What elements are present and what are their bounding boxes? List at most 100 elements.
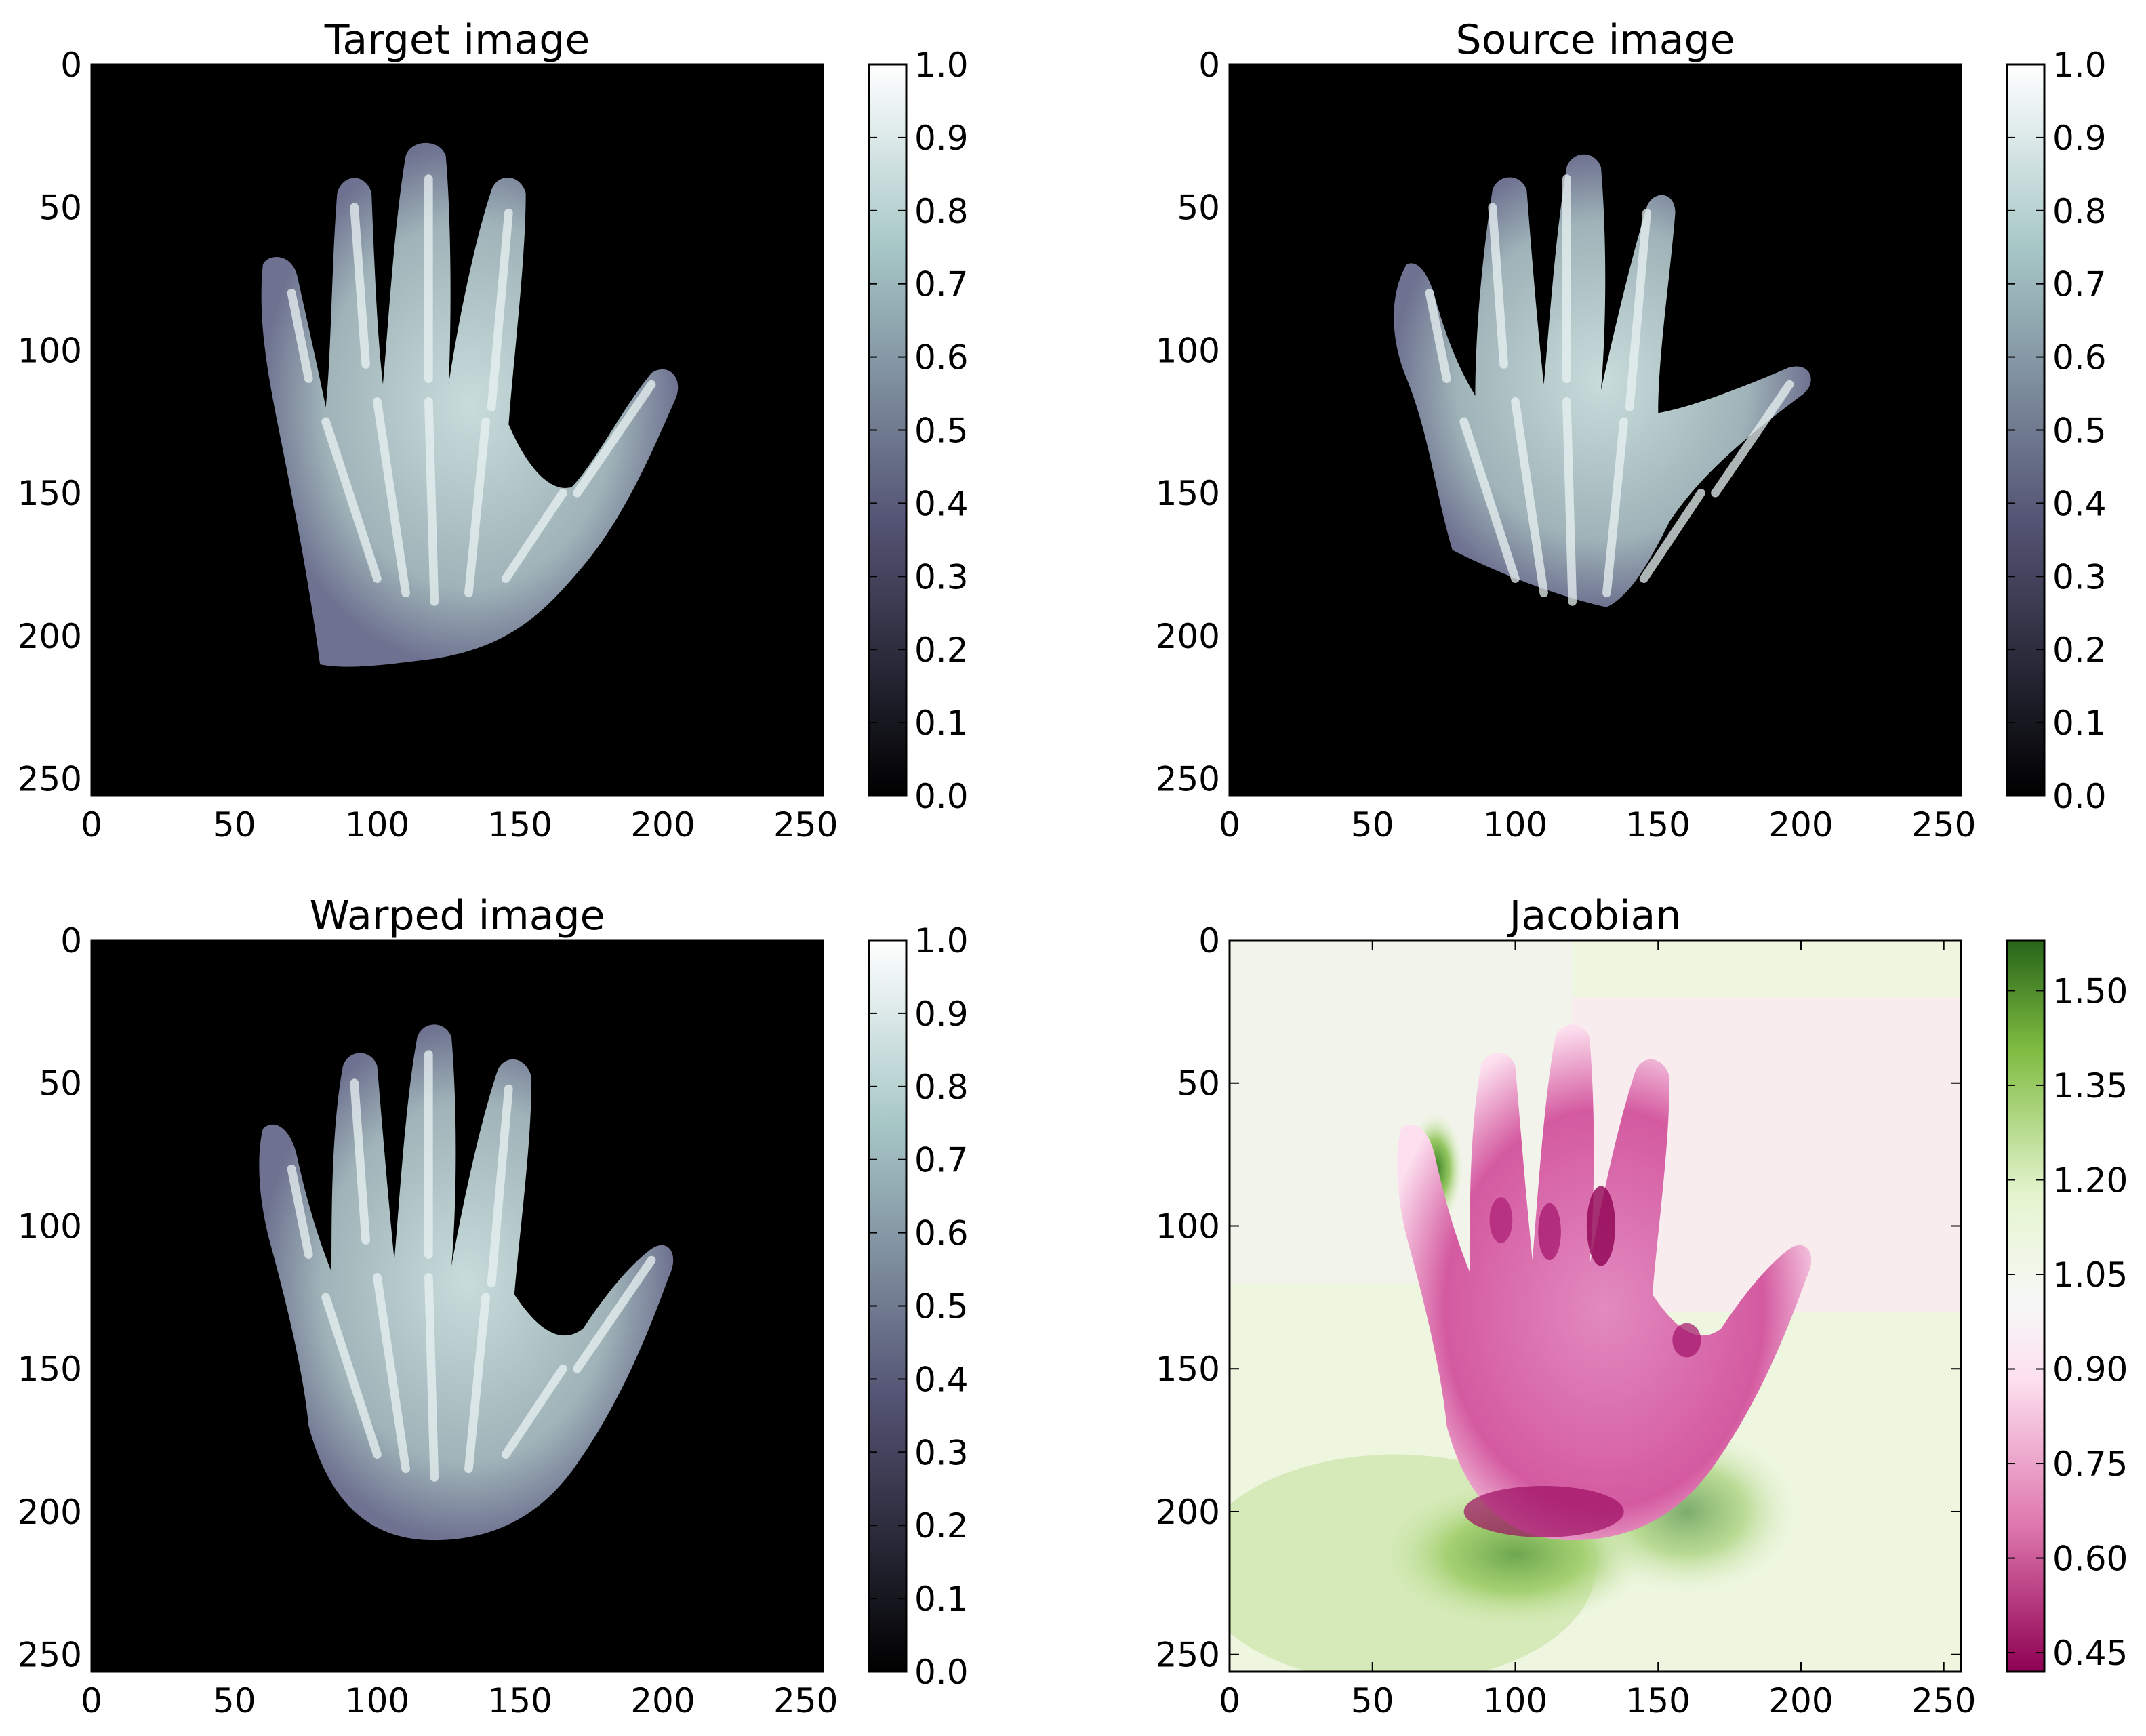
colorbar-tick-label: 0.9 — [914, 119, 969, 158]
y-tick-label: 0 — [1198, 921, 1220, 961]
axes-frame — [90, 939, 824, 1673]
panel-title: Source image — [1455, 16, 1735, 64]
colorbar-tick-label: 0.2 — [914, 630, 969, 670]
x-tick-label: 250 — [1911, 805, 1976, 845]
y-tick-label: 250 — [18, 1636, 82, 1675]
x-tick-label: 100 — [1483, 1681, 1547, 1720]
y-tick-label: 0 — [60, 921, 82, 961]
colorbar-tick-label: 0.75 — [2052, 1445, 2128, 1484]
y-tick-label: 100 — [18, 1207, 82, 1246]
y-tick-label: 50 — [39, 1064, 82, 1104]
colorbar-tick-label: 0.6 — [2052, 338, 2107, 378]
y-tick-label: 150 — [1156, 1350, 1220, 1389]
panel-title: Warped image — [310, 892, 605, 940]
x-tick-label: 200 — [1768, 805, 1833, 845]
colorbar-tick-label: 0.0 — [914, 777, 969, 816]
y-tick-label: 250 — [1156, 1636, 1220, 1675]
colorbar-tick-label: 0.0 — [2052, 777, 2107, 816]
x-tick-label: 200 — [1768, 1681, 1833, 1720]
panel-4: Jacobian 0 50 100 150 200 250 0 50 100 150 200 250 0.… — [1156, 892, 2128, 1720]
colorbar-tick-label: 0.3 — [914, 1433, 969, 1472]
colorbar-tick-label: 0.60 — [2052, 1539, 2128, 1579]
colorbar-tick-label: 0.9 — [2052, 119, 2107, 158]
colorbar-tick-label: 1.0 — [914, 921, 969, 961]
axes-frame — [1228, 939, 1962, 1673]
y-tick-label: 100 — [18, 331, 82, 370]
heatmap-image — [1230, 64, 1961, 796]
x-tick-label: 0 — [1219, 805, 1240, 845]
colorbar-tick-label: 1.20 — [2052, 1160, 2128, 1200]
x-tick-label: 0 — [1219, 1681, 1240, 1720]
colorbar-tick-label: 0.9 — [914, 994, 969, 1034]
y-tick-label: 250 — [1156, 760, 1220, 799]
x-tick-label: 100 — [345, 1681, 409, 1720]
colorbar-tick-label: 0.7 — [914, 265, 969, 304]
panel-title: Target image — [324, 16, 590, 64]
colorbar-tick-label: 0.1 — [914, 1579, 969, 1619]
y-tick-label: 200 — [1156, 1493, 1220, 1532]
x-tick-label: 50 — [213, 805, 256, 845]
x-tick-label: 200 — [630, 805, 695, 845]
colorbar-tick-label: 0.45 — [2052, 1634, 2128, 1673]
x-tick-label: 200 — [630, 1681, 695, 1720]
heatmap-image — [92, 940, 823, 1672]
x-tick-label: 50 — [213, 1681, 256, 1720]
colorbar-tick-label: 0.5 — [2052, 411, 2107, 451]
colorbar-tick-label: 0.3 — [2052, 557, 2107, 597]
colorbar-tick-label: 1.50 — [2052, 971, 2128, 1011]
colorbar-tick-label: 0.1 — [2052, 704, 2107, 743]
colorbar-tick-label: 1.0 — [914, 45, 969, 85]
colorbar-tick-label: 0.6 — [914, 338, 969, 378]
x-tick-label: 100 — [1483, 805, 1547, 845]
colorbar: 0.45 0.60 0.75 0.90 1.05 1.20 1.35 1.50 — [2006, 939, 2128, 1673]
panel-3: Warped image 0 50 100 150 200 250 0 50 100 150 200 2… — [18, 892, 969, 1720]
y-tick-label: 50 — [1177, 1064, 1220, 1104]
x-tick-label: 150 — [488, 805, 552, 845]
colorbar-tick-label: 0.5 — [914, 1287, 969, 1327]
x-tick-label: 0 — [81, 1681, 102, 1720]
y-tick-label: 150 — [18, 474, 82, 513]
colorbar-tick-label: 0.7 — [2052, 265, 2107, 304]
colorbar: 0.0 0.1 0.2 0.3 0.4 0.5 0.6 0.7 0.8 0.9 1.0 — [868, 921, 969, 1692]
axes-frame — [1228, 63, 1962, 797]
x-tick-label: 150 — [488, 1681, 552, 1720]
colorbar-tick-label: 0.8 — [914, 1068, 969, 1107]
y-tick-label: 100 — [1156, 331, 1220, 370]
y-tick-label: 0 — [1198, 45, 1220, 85]
colorbar-tick-label: 0.2 — [2052, 630, 2107, 670]
panel-2: Source image 0 50 100 150 200 250 0 50 100 150 200 2… — [1156, 16, 2107, 845]
colorbar-tick-label: 1.05 — [2052, 1255, 2128, 1295]
y-tick-label: 100 — [1156, 1207, 1220, 1246]
x-tick-label: 250 — [773, 805, 838, 845]
colorbar: 0.0 0.1 0.2 0.3 0.4 0.5 0.6 0.7 0.8 0.9 1.0 — [868, 45, 969, 816]
x-tick-label: 50 — [1351, 805, 1394, 845]
y-tick-label: 50 — [39, 188, 82, 228]
y-tick-label: 50 — [1177, 188, 1220, 228]
colorbar-tick-label: 0.8 — [2052, 192, 2107, 231]
colorbar-tick-label: 0.3 — [914, 557, 969, 597]
y-tick-label: 250 — [18, 760, 82, 799]
colorbar-tick-label: 0.8 — [914, 192, 969, 231]
axes-frame — [90, 63, 824, 797]
colorbar-tick-label: 0.7 — [914, 1141, 969, 1180]
heatmap-image — [1230, 940, 1961, 1672]
x-tick-label: 150 — [1626, 1681, 1691, 1720]
colorbar-tick-label: 0.1 — [914, 704, 969, 743]
y-tick-label: 200 — [18, 1493, 82, 1532]
colorbar-tick-label: 0.4 — [914, 1360, 969, 1399]
x-tick-label: 0 — [81, 805, 102, 845]
x-tick-label: 50 — [1351, 1681, 1394, 1720]
y-tick-label: 200 — [18, 617, 82, 656]
colorbar-tick-label: 0.0 — [914, 1653, 969, 1692]
colorbar-tick-label: 0.4 — [2052, 484, 2107, 523]
colorbar-tick-label: 0.2 — [914, 1506, 969, 1546]
colorbar-tick-label: 1.0 — [2052, 45, 2107, 85]
colorbar-tick-label: 0.6 — [914, 1214, 969, 1253]
colorbar-tick-label: 0.5 — [914, 411, 969, 451]
y-tick-label: 150 — [1156, 474, 1220, 513]
x-tick-label: 250 — [1911, 1681, 1976, 1720]
colorbar: 0.0 0.1 0.2 0.3 0.4 0.5 0.6 0.7 0.8 0.9 1.0 — [2006, 45, 2107, 816]
y-tick-label: 150 — [18, 1350, 82, 1389]
x-tick-label: 250 — [773, 1681, 838, 1720]
